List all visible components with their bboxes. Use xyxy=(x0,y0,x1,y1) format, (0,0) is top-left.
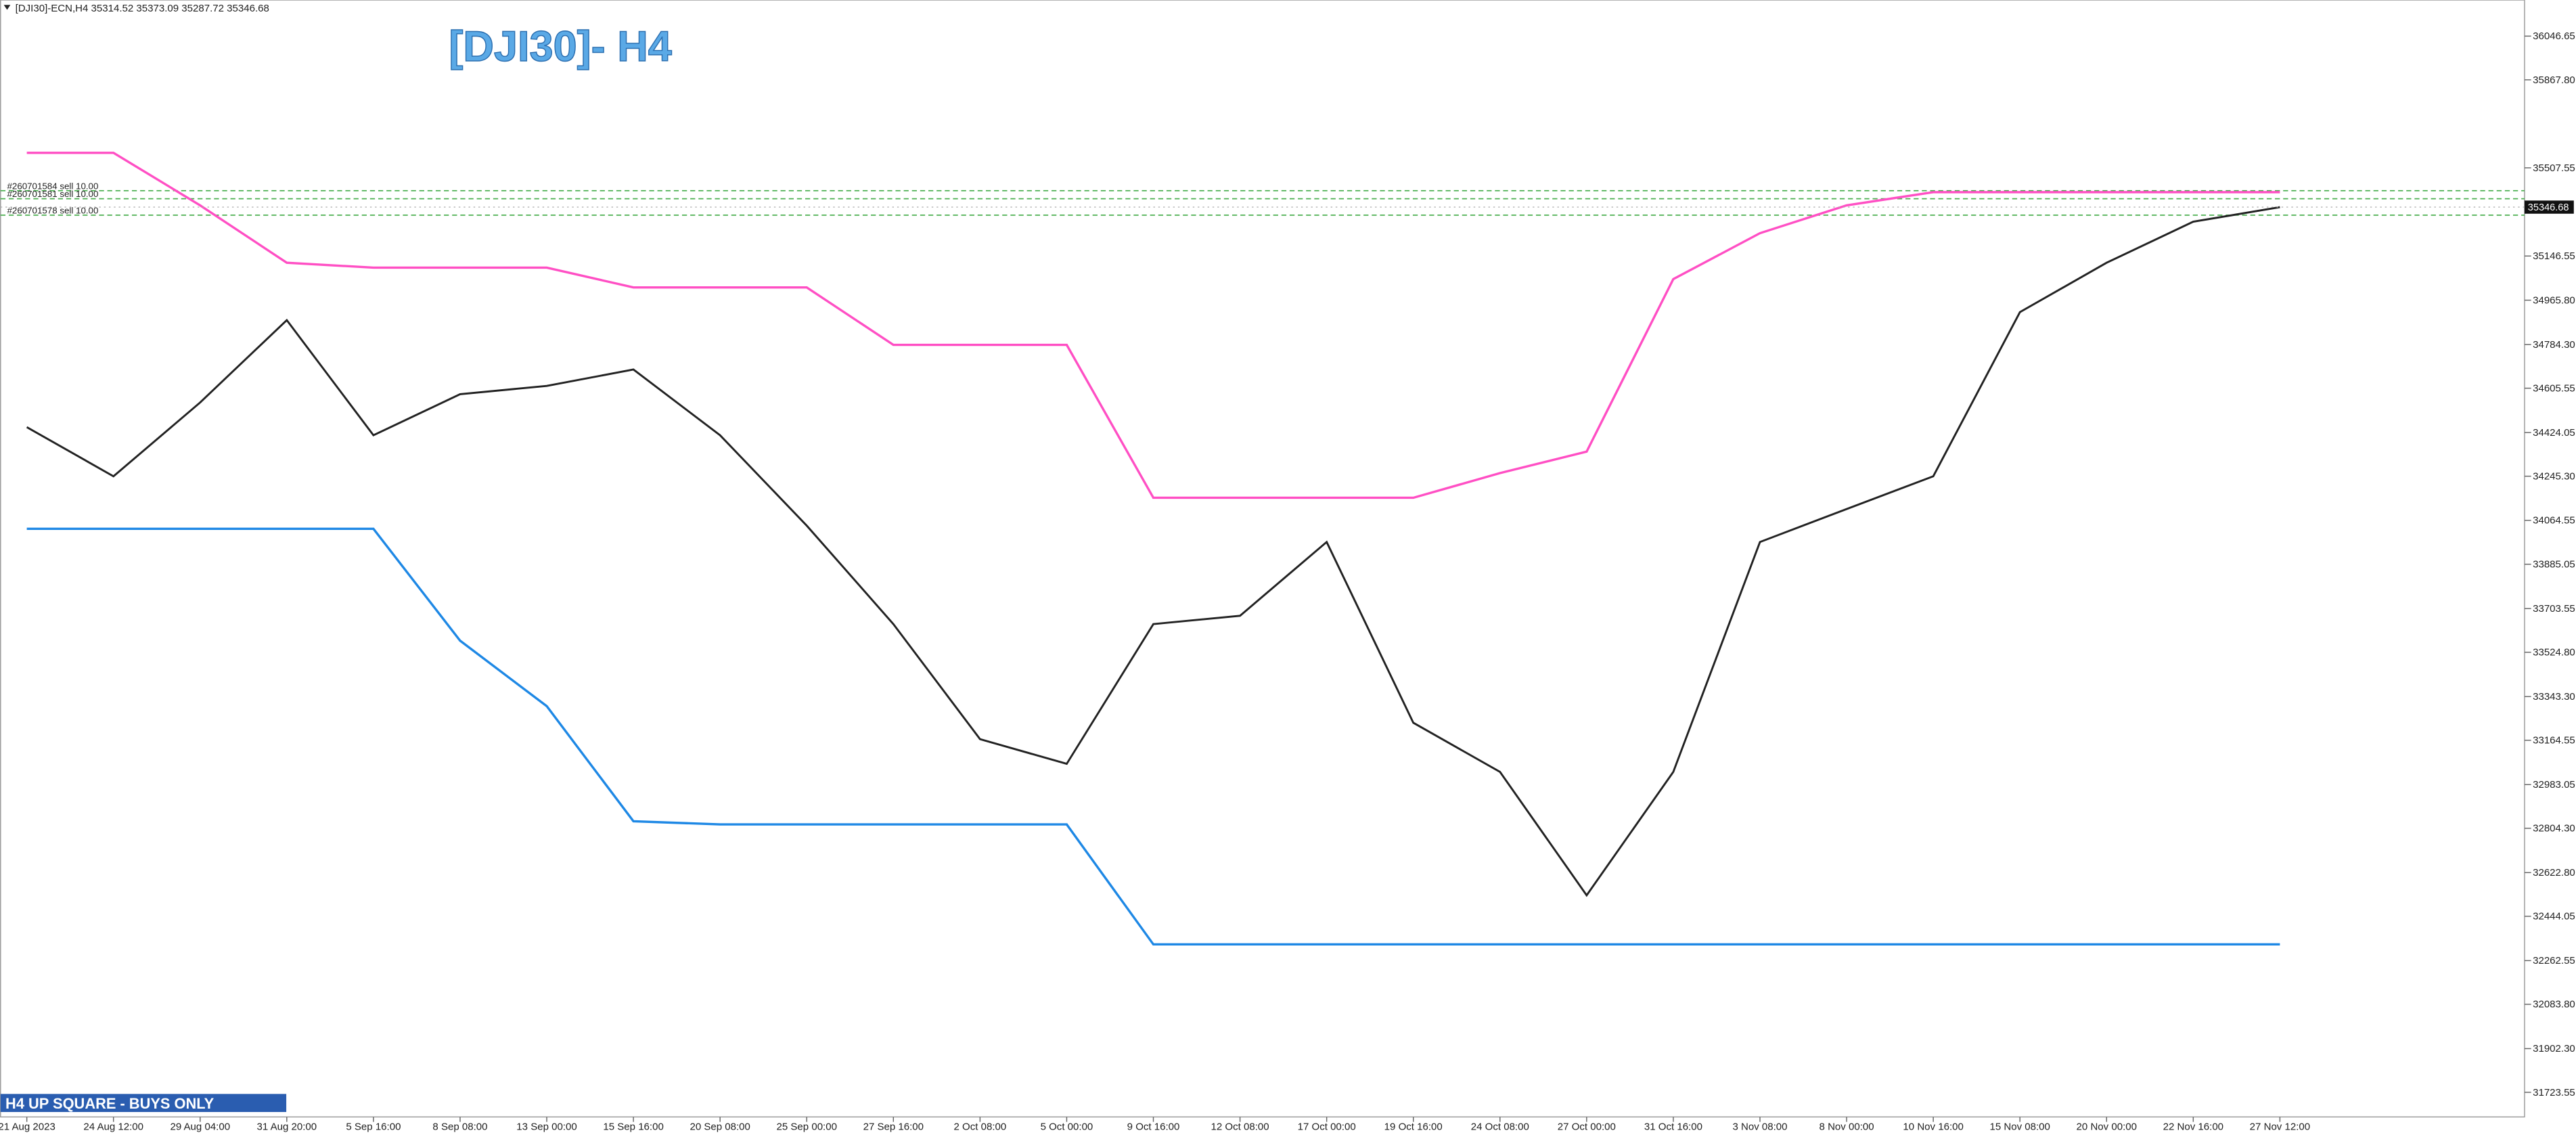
x-tick-label: 25 Sep 00:00 xyxy=(777,1121,837,1133)
y-tick-label: 34245.30 xyxy=(2533,470,2575,482)
y-tick-label: 32804.30 xyxy=(2533,823,2575,834)
y-tick-label: 33703.55 xyxy=(2533,603,2575,615)
x-tick-label: 10 Nov 16:00 xyxy=(1903,1121,1963,1133)
y-tick-label: 34965.80 xyxy=(2533,294,2575,306)
x-tick-label: 13 Sep 00:00 xyxy=(516,1121,577,1133)
header: [DJI30]-ECN,H4 35314.52 35373.09 35287.7… xyxy=(16,3,269,14)
x-tick-label: 2 Oct 08:00 xyxy=(954,1121,1007,1133)
last-price-label: 35346.68 xyxy=(2528,202,2569,213)
plot-frame xyxy=(0,0,2525,1118)
y-tick-label: 34605.55 xyxy=(2533,382,2575,394)
series-line xyxy=(26,206,2280,897)
y-tick-label: 32083.80 xyxy=(2533,999,2575,1010)
x-tick-label: 27 Sep 16:00 xyxy=(863,1121,924,1133)
x-tick-label: 29 Aug 04:00 xyxy=(170,1121,230,1133)
order-label: #260701584 sell 10.00 xyxy=(7,181,99,191)
y-tick-label: 32262.55 xyxy=(2533,955,2575,966)
x-tick-label: 5 Oct 00:00 xyxy=(1041,1121,1093,1133)
banner-bg xyxy=(0,1094,287,1113)
y-tick-label: 34424.05 xyxy=(2533,427,2575,439)
y-tick-label: 32622.80 xyxy=(2533,867,2575,878)
x-tick-label: 9 Oct 16:00 xyxy=(1127,1121,1180,1133)
order-label: #260701581 sell 10.00 xyxy=(7,189,99,199)
x-tick-label: 24 Oct 08:00 xyxy=(1471,1121,1529,1133)
last-price-box xyxy=(2524,200,2574,214)
series-line xyxy=(26,152,2280,499)
y-tick-label: 34064.55 xyxy=(2533,515,2575,527)
y-tick-label: 36046.65 xyxy=(2533,30,2575,42)
x-tick-label: 31 Aug 20:00 xyxy=(257,1121,317,1133)
x-tick-label: 27 Nov 12:00 xyxy=(2250,1121,2310,1133)
x-tick-label: 19 Oct 16:00 xyxy=(1384,1121,1443,1133)
y-tick-label: 35507.55 xyxy=(2533,162,2575,174)
y-tick-label: 33164.55 xyxy=(2533,735,2575,747)
series-line xyxy=(26,527,2280,946)
x-tick-label: 24 Aug 12:00 xyxy=(83,1121,143,1133)
y-tick-label: 32983.05 xyxy=(2533,779,2575,791)
y-tick-label: 33885.05 xyxy=(2533,559,2575,571)
y-tick-label: 35867.80 xyxy=(2533,74,2575,86)
x-tick-label: 5 Sep 16:00 xyxy=(346,1121,401,1133)
x-tick-label: 20 Nov 00:00 xyxy=(2077,1121,2137,1133)
x-tick-label: 15 Nov 08:00 xyxy=(1989,1121,2050,1133)
menu-arrow xyxy=(3,5,11,10)
chart-title: [DJI30]- H4 xyxy=(449,23,671,70)
y-tick-label: 34784.30 xyxy=(2533,339,2575,351)
order-label: #260701578 sell 10.00 xyxy=(7,205,99,215)
x-tick-label: 8 Nov 00:00 xyxy=(1820,1121,1874,1133)
x-tick-label: 3 Nov 08:00 xyxy=(1732,1121,1787,1133)
y-tick-label: 32444.05 xyxy=(2533,911,2575,922)
banner: H4 UP SQUARE - BUYS ONLY xyxy=(5,1095,214,1112)
x-tick-label: 21 Aug 2023 xyxy=(0,1121,55,1133)
y-tick-label: 31723.55 xyxy=(2533,1087,2575,1098)
x-tick-label: 31 Oct 16:00 xyxy=(1644,1121,1702,1133)
y-tick-label: 31902.30 xyxy=(2533,1043,2575,1054)
x-tick-label: 27 Oct 00:00 xyxy=(1558,1121,1616,1133)
y-tick-label: 35146.55 xyxy=(2533,250,2575,262)
y-tick-label: 33343.30 xyxy=(2533,691,2575,703)
x-tick-label: 20 Sep 08:00 xyxy=(690,1121,750,1133)
x-tick-label: 12 Oct 08:00 xyxy=(1211,1121,1269,1133)
x-tick-label: 17 Oct 00:00 xyxy=(1298,1121,1356,1133)
x-tick-label: 15 Sep 16:00 xyxy=(603,1121,663,1133)
y-tick-label: 33524.80 xyxy=(2533,647,2575,659)
x-tick-label: 22 Nov 16:00 xyxy=(2163,1121,2223,1133)
x-tick-label: 8 Sep 08:00 xyxy=(432,1121,487,1133)
